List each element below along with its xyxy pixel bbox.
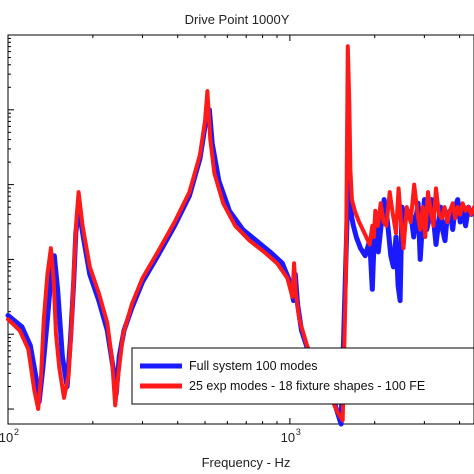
x-tick-label: 10 bbox=[281, 430, 295, 445]
x-tick-label-exponent: 2 bbox=[14, 427, 19, 437]
x-tick-label-exponent: 3 bbox=[296, 427, 301, 437]
x-axis-label: Frequency - Hz bbox=[202, 455, 291, 470]
legend-label-full-system: Full system 100 modes bbox=[189, 359, 318, 373]
legend-label-exp-modes: 25 exp modes - 18 fixture shapes - 100 F… bbox=[189, 379, 425, 393]
legend: Full system 100 modes 25 exp modes - 18 … bbox=[131, 347, 474, 405]
chart-title: Drive Point 1000Y bbox=[185, 12, 290, 27]
x-tick-labels: 10 2 10 3 bbox=[0, 427, 301, 445]
legend-box bbox=[131, 347, 474, 405]
axis-ticks bbox=[7, 34, 461, 424]
x-tick-label: 10 bbox=[0, 430, 13, 445]
